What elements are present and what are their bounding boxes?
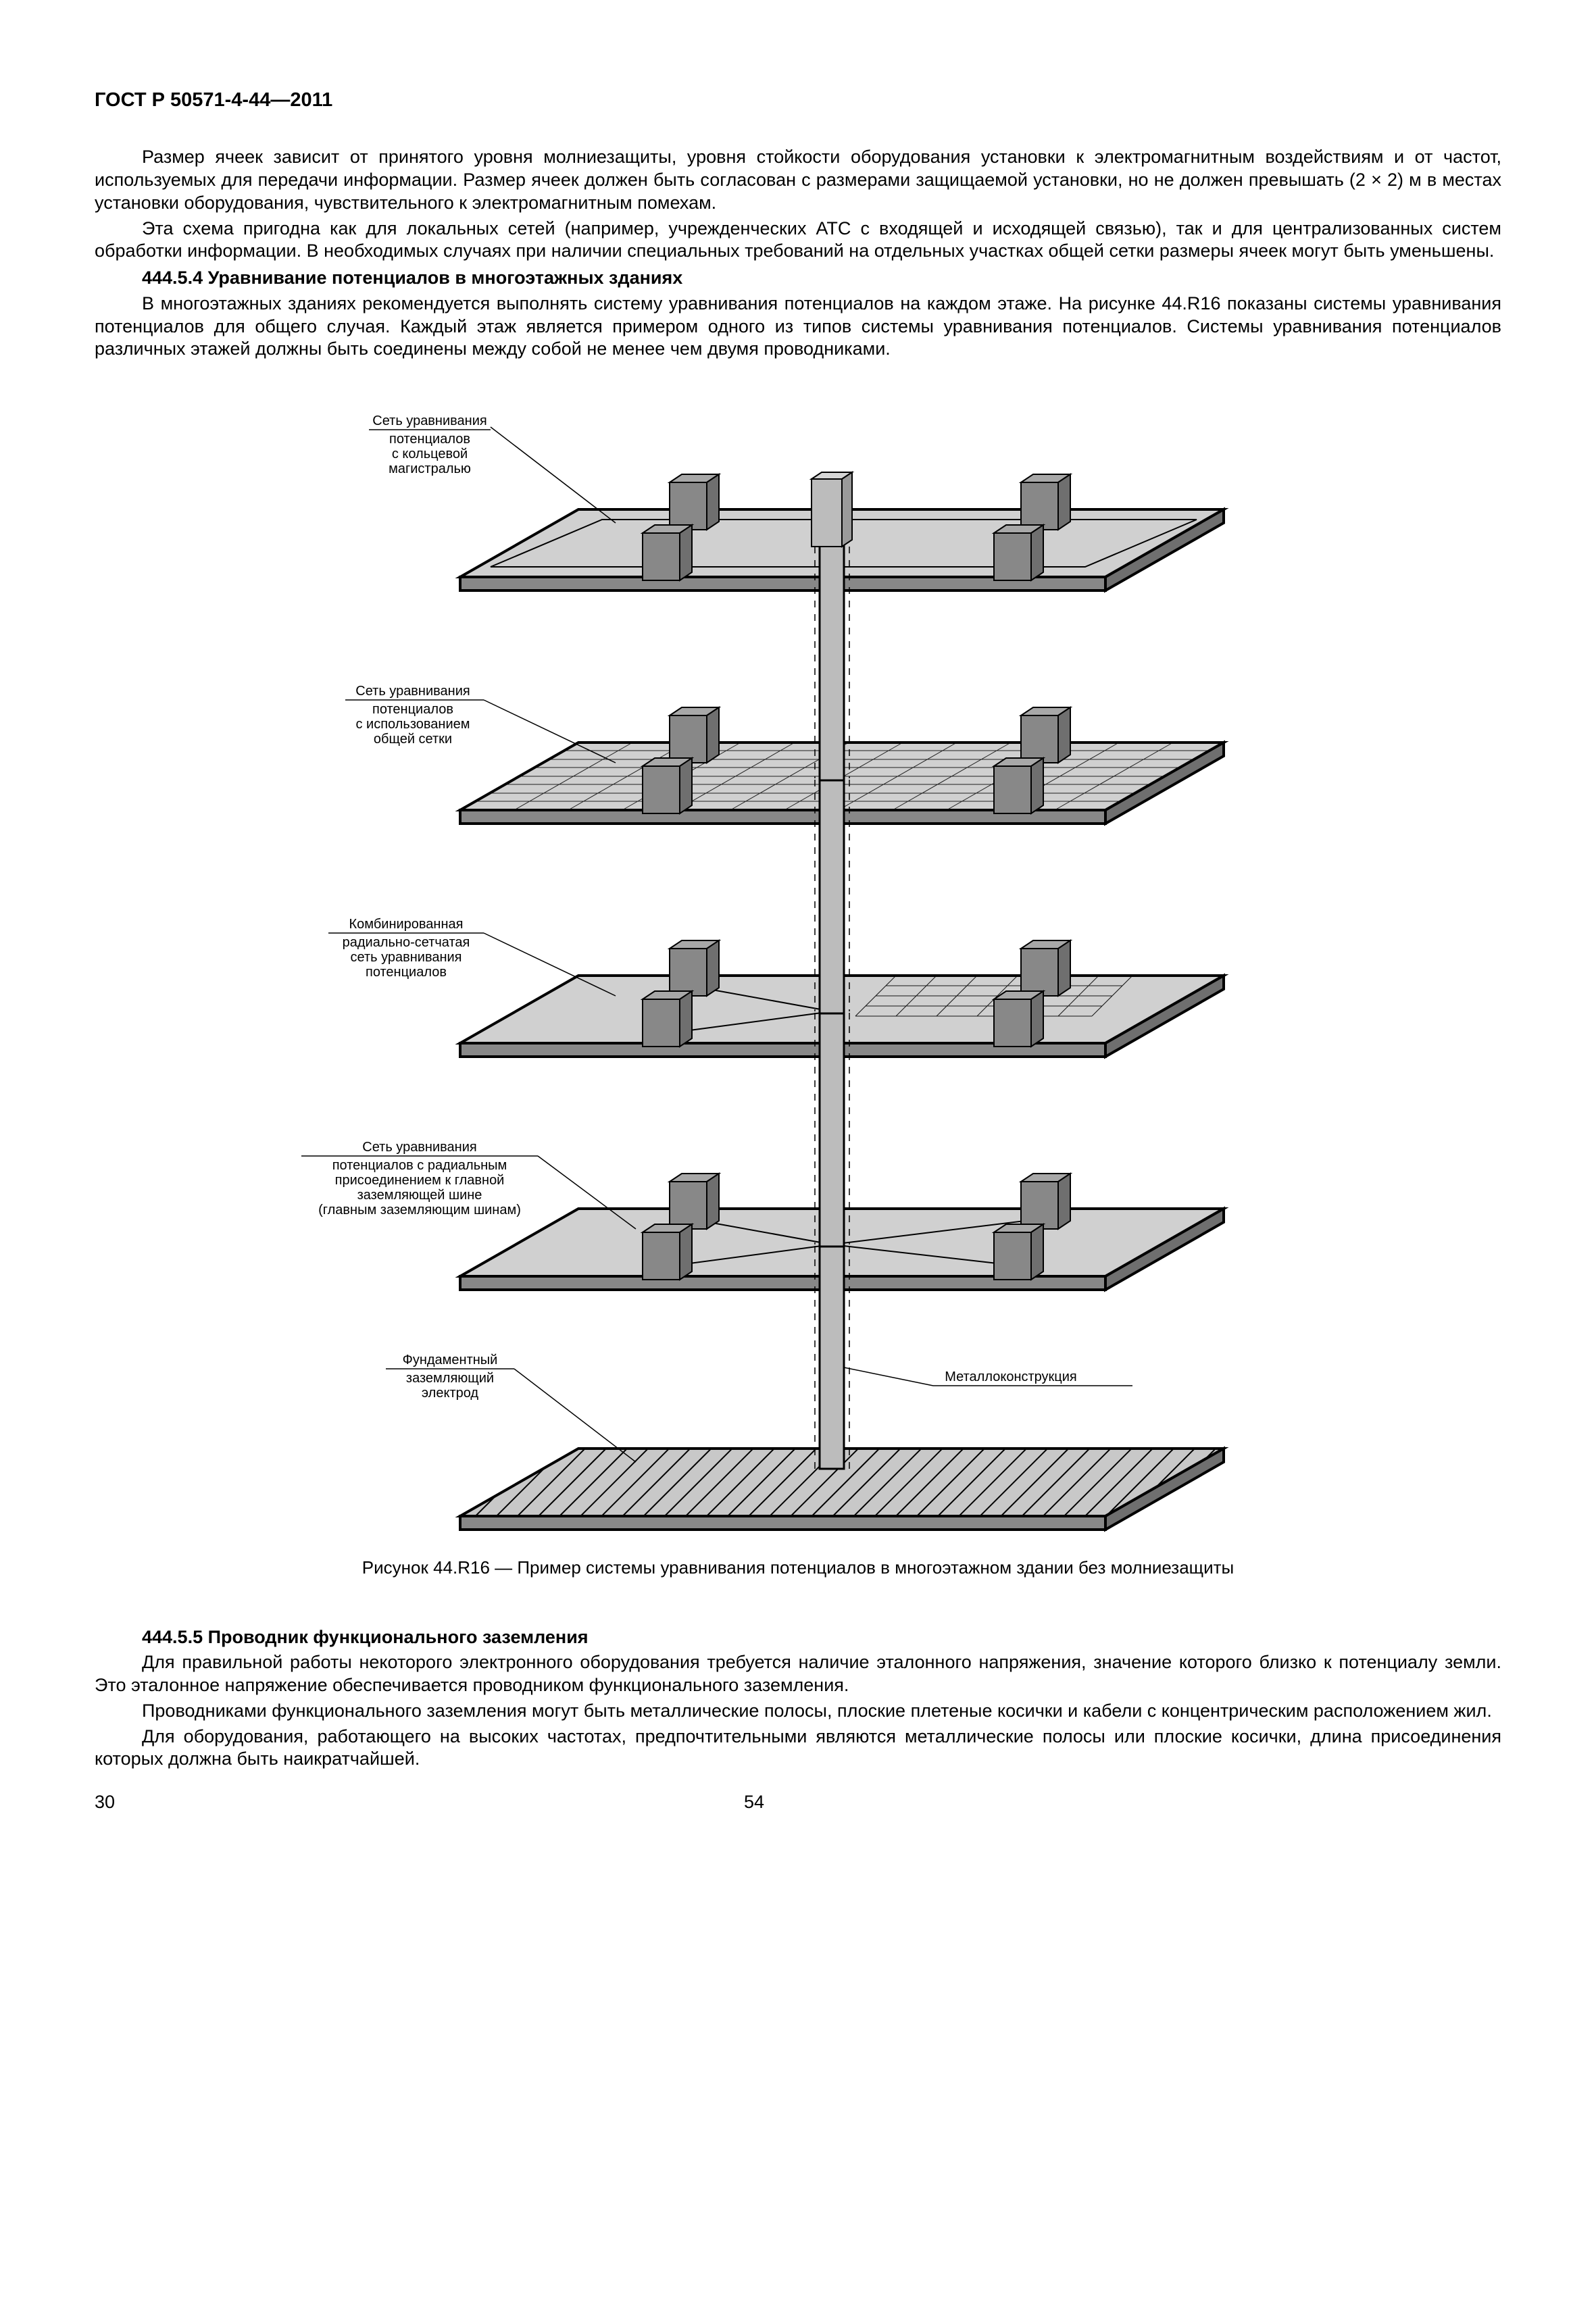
footer-center: 54 bbox=[744, 1791, 764, 1814]
label-foundation: Фундаментный заземляющий электрод bbox=[386, 1353, 636, 1462]
section-4455-p3: Для оборудования, работающего на высоких… bbox=[95, 1726, 1501, 1771]
svg-text:Сеть уравнивания: Сеть уравнивания bbox=[355, 684, 470, 699]
svg-text:Фундаментный: Фундаментный bbox=[403, 1353, 498, 1367]
section-4455-title: 444.5.5 Проводник функционального заземл… bbox=[95, 1626, 1501, 1649]
page-footer: 30 54 bbox=[95, 1791, 1501, 1814]
svg-text:заземляющей шине: заземляющей шине bbox=[357, 1188, 482, 1203]
svg-text:Сеть уравнивания: Сеть уравнивания bbox=[372, 413, 487, 428]
figure-caption: Рисунок 44.R16 — Пример системы уравнива… bbox=[95, 1557, 1501, 1579]
section-4454-title: 444.5.4 Уравнивание потенциалов в многоэ… bbox=[95, 267, 1501, 290]
label-floor1: Сеть уравнивания потенциалов с кольцевой… bbox=[369, 413, 616, 523]
paragraph-1: Размер ячеек зависит от принятого уровня… bbox=[95, 146, 1501, 214]
svg-text:электрод: электрод bbox=[422, 1386, 479, 1401]
label-metal: Металлоконструкция bbox=[844, 1367, 1132, 1386]
svg-text:сеть уравнивания: сеть уравнивания bbox=[350, 950, 462, 965]
svg-text:с кольцевой: с кольцевой bbox=[392, 447, 468, 461]
svg-text:потенциалов: потенциалов bbox=[366, 965, 447, 980]
section-4454-body: В многоэтажных зданиях рекомендуется вып… bbox=[95, 293, 1501, 361]
svg-text:Комбинированная: Комбинированная bbox=[349, 917, 464, 932]
svg-text:Металлоконструкция: Металлоконструкция bbox=[945, 1369, 1077, 1384]
page: ГОСТ Р 50571-4-44—2011 Размер ячеек зави… bbox=[0, 0, 1596, 1868]
svg-text:радиально-сетчатая: радиально-сетчатая bbox=[343, 935, 470, 950]
svg-text:присоединением к главной: присоединением к главной bbox=[335, 1173, 505, 1188]
svg-text:потенциалов: потенциалов bbox=[372, 702, 453, 717]
svg-text:с использованием: с использованием bbox=[355, 717, 470, 732]
svg-text:потенциалов: потенциалов bbox=[389, 432, 470, 447]
svg-text:общей сетки: общей сетки bbox=[374, 732, 452, 747]
section-4455-p2: Проводниками функционального заземления … bbox=[95, 1700, 1501, 1723]
doc-header: ГОСТ Р 50571-4-44—2011 bbox=[95, 88, 1501, 112]
diagram-svg: Сеть уравнивания потенциалов с кольцевой… bbox=[257, 388, 1339, 1536]
figure-44r16: Сеть уравнивания потенциалов с кольцевой… bbox=[95, 388, 1501, 1579]
svg-text:потенциалов с радиальным: потенциалов с радиальным bbox=[332, 1158, 507, 1173]
footer-left: 30 bbox=[95, 1791, 115, 1814]
paragraph-2: Эта схема пригодна как для локальных сет… bbox=[95, 218, 1501, 263]
section-4455-p1: Для правильной работы некоторого электро… bbox=[95, 1651, 1501, 1697]
svg-text:магистралью: магистралью bbox=[389, 461, 471, 476]
svg-text:(главным заземляющим шинам): (главным заземляющим шинам) bbox=[318, 1203, 521, 1217]
svg-text:Сеть уравнивания: Сеть уравнивания bbox=[362, 1140, 476, 1155]
svg-text:заземляющий: заземляющий bbox=[406, 1371, 494, 1386]
